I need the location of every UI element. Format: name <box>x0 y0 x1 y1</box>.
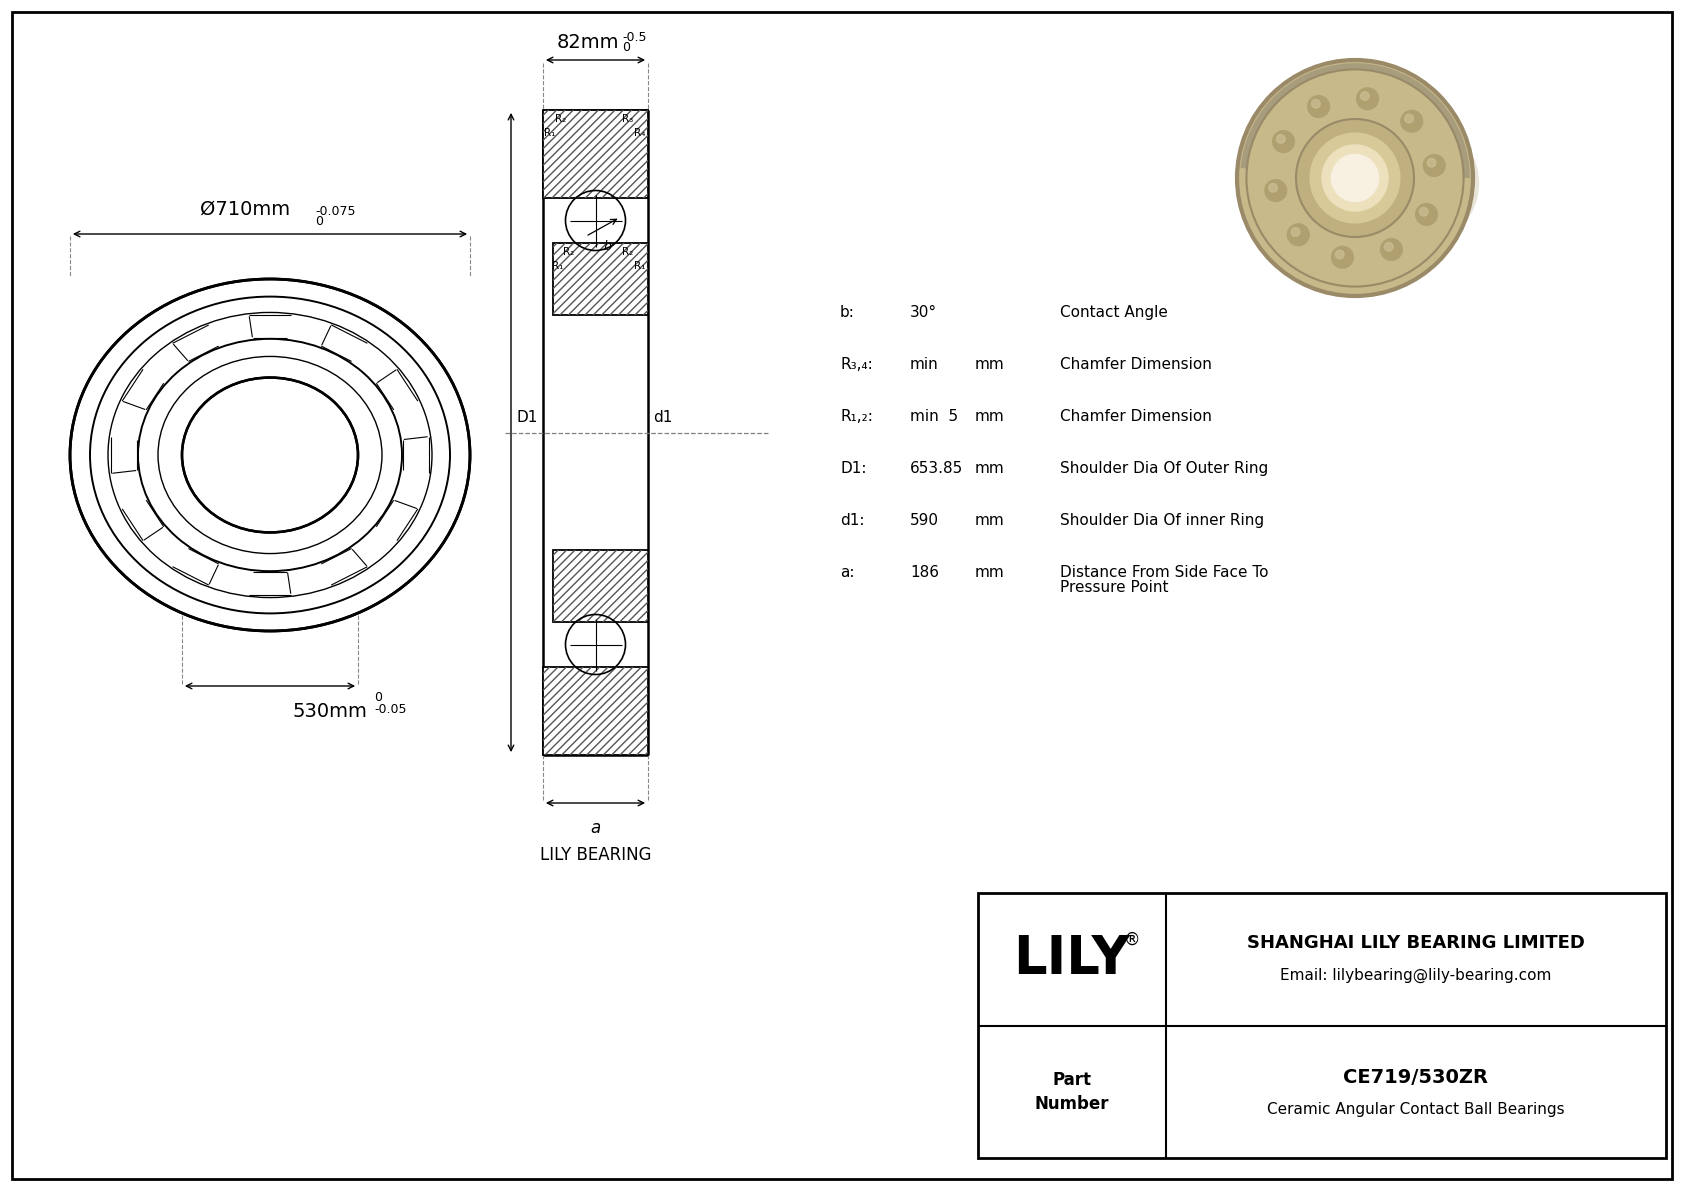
Circle shape <box>1292 227 1300 236</box>
Circle shape <box>1297 119 1415 237</box>
Text: -0.05: -0.05 <box>374 703 406 716</box>
Text: 0: 0 <box>374 691 382 704</box>
Text: 0: 0 <box>315 216 323 227</box>
Text: R₂: R₂ <box>556 114 566 124</box>
Text: b:: b: <box>840 305 855 320</box>
Text: a:: a: <box>840 565 854 580</box>
Text: mm: mm <box>975 513 1005 528</box>
Circle shape <box>1312 100 1320 108</box>
Text: R₃,₄:: R₃,₄: <box>840 357 872 372</box>
Bar <box>542 667 648 755</box>
Circle shape <box>1308 95 1329 118</box>
Text: Part
Number: Part Number <box>1034 1071 1110 1112</box>
Text: 530mm: 530mm <box>293 701 367 721</box>
Text: 30°: 30° <box>909 305 936 320</box>
Circle shape <box>1401 111 1423 132</box>
Ellipse shape <box>71 279 470 631</box>
Text: R₁: R₁ <box>544 127 556 138</box>
Text: min  5: min 5 <box>909 409 958 424</box>
Circle shape <box>1423 155 1445 176</box>
Bar <box>552 243 648 314</box>
Circle shape <box>1310 133 1399 223</box>
Text: mm: mm <box>975 461 1005 476</box>
Circle shape <box>1238 60 1474 297</box>
Text: ®: ® <box>1123 930 1140 948</box>
Text: -0.5: -0.5 <box>623 31 647 44</box>
Text: -0.075: -0.075 <box>315 205 355 218</box>
Text: Pressure Point: Pressure Point <box>1059 580 1169 596</box>
Text: Shoulder Dia Of inner Ring: Shoulder Dia Of inner Ring <box>1059 513 1265 528</box>
Text: LILY: LILY <box>1014 934 1130 985</box>
Circle shape <box>1361 92 1369 100</box>
Text: 82mm: 82mm <box>556 33 618 52</box>
Bar <box>542 667 648 755</box>
Text: Chamfer Dimension: Chamfer Dimension <box>1059 357 1212 372</box>
Text: d1: d1 <box>653 410 672 424</box>
Circle shape <box>1332 155 1379 201</box>
Text: a: a <box>591 819 601 837</box>
Circle shape <box>1322 145 1388 211</box>
Circle shape <box>1404 114 1413 123</box>
Text: Chamfer Dimension: Chamfer Dimension <box>1059 409 1212 424</box>
Text: Contact Angle: Contact Angle <box>1059 305 1169 320</box>
Ellipse shape <box>1241 98 1479 268</box>
Text: 590: 590 <box>909 513 940 528</box>
Text: D1:: D1: <box>840 461 867 476</box>
Text: R₂: R₂ <box>562 247 574 257</box>
Text: R₁: R₁ <box>633 261 645 272</box>
Circle shape <box>1276 135 1285 143</box>
Text: Ceramic Angular Contact Ball Bearings: Ceramic Angular Contact Ball Bearings <box>1266 1102 1564 1117</box>
Text: CE719/530ZR: CE719/530ZR <box>1344 1068 1489 1087</box>
Text: Email: lilybearing@lily-bearing.com: Email: lilybearing@lily-bearing.com <box>1280 967 1551 983</box>
Text: mm: mm <box>975 565 1005 580</box>
Circle shape <box>1265 180 1287 201</box>
Bar <box>552 243 648 314</box>
Text: mm: mm <box>975 357 1005 372</box>
Circle shape <box>1335 250 1344 258</box>
Text: mm: mm <box>975 409 1005 424</box>
Text: Ø710mm: Ø710mm <box>200 200 290 219</box>
Circle shape <box>1420 207 1428 216</box>
Ellipse shape <box>182 378 359 532</box>
Bar <box>552 550 648 622</box>
Text: min: min <box>909 357 938 372</box>
Circle shape <box>1273 131 1295 152</box>
Circle shape <box>1268 183 1278 192</box>
Bar <box>542 110 648 198</box>
Text: Shoulder Dia Of Outer Ring: Shoulder Dia Of Outer Ring <box>1059 461 1268 476</box>
Circle shape <box>1332 247 1354 268</box>
Text: R₁: R₁ <box>552 261 564 272</box>
Text: Distance From Side Face To: Distance From Side Face To <box>1059 565 1268 580</box>
Circle shape <box>1384 243 1393 251</box>
Text: 653.85: 653.85 <box>909 461 963 476</box>
Text: R₃: R₃ <box>621 114 633 124</box>
Text: R₄: R₄ <box>633 127 645 138</box>
Text: R₂: R₂ <box>621 247 633 257</box>
Text: 186: 186 <box>909 565 940 580</box>
Text: 0: 0 <box>623 40 630 54</box>
Circle shape <box>1428 158 1436 167</box>
Text: R₁,₂:: R₁,₂: <box>840 409 872 424</box>
Text: SHANGHAI LILY BEARING LIMITED: SHANGHAI LILY BEARING LIMITED <box>1248 934 1585 953</box>
Text: LILY BEARING: LILY BEARING <box>541 846 652 863</box>
Bar <box>542 110 648 198</box>
Text: d1:: d1: <box>840 513 864 528</box>
Circle shape <box>1416 204 1438 225</box>
Text: b: b <box>603 241 611 254</box>
Bar <box>978 893 1665 1158</box>
Circle shape <box>1357 88 1379 110</box>
Text: D1: D1 <box>517 410 537 424</box>
Circle shape <box>1381 238 1403 261</box>
Bar <box>552 550 648 622</box>
Circle shape <box>1287 224 1308 245</box>
